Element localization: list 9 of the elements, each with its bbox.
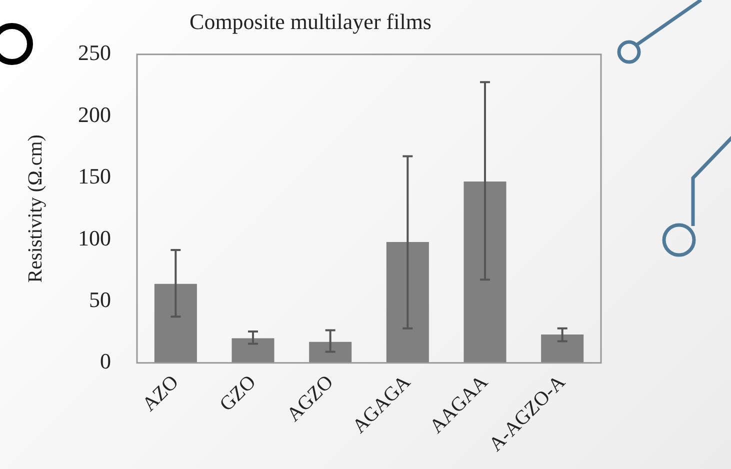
y-tick-label: 50 <box>89 286 111 312</box>
chart-title: Composite multilayer films <box>190 8 432 34</box>
y-tick-label: 200 <box>78 102 111 127</box>
y-tick-label: 100 <box>78 225 111 250</box>
y-tick-label: 250 <box>78 40 111 66</box>
x-tick-label: GZO <box>216 371 260 416</box>
y-tick-label: 0 <box>100 348 111 374</box>
y-tick-label: 150 <box>78 164 111 189</box>
y-axis-title: Resistivity (Ω.cm) <box>24 134 46 283</box>
